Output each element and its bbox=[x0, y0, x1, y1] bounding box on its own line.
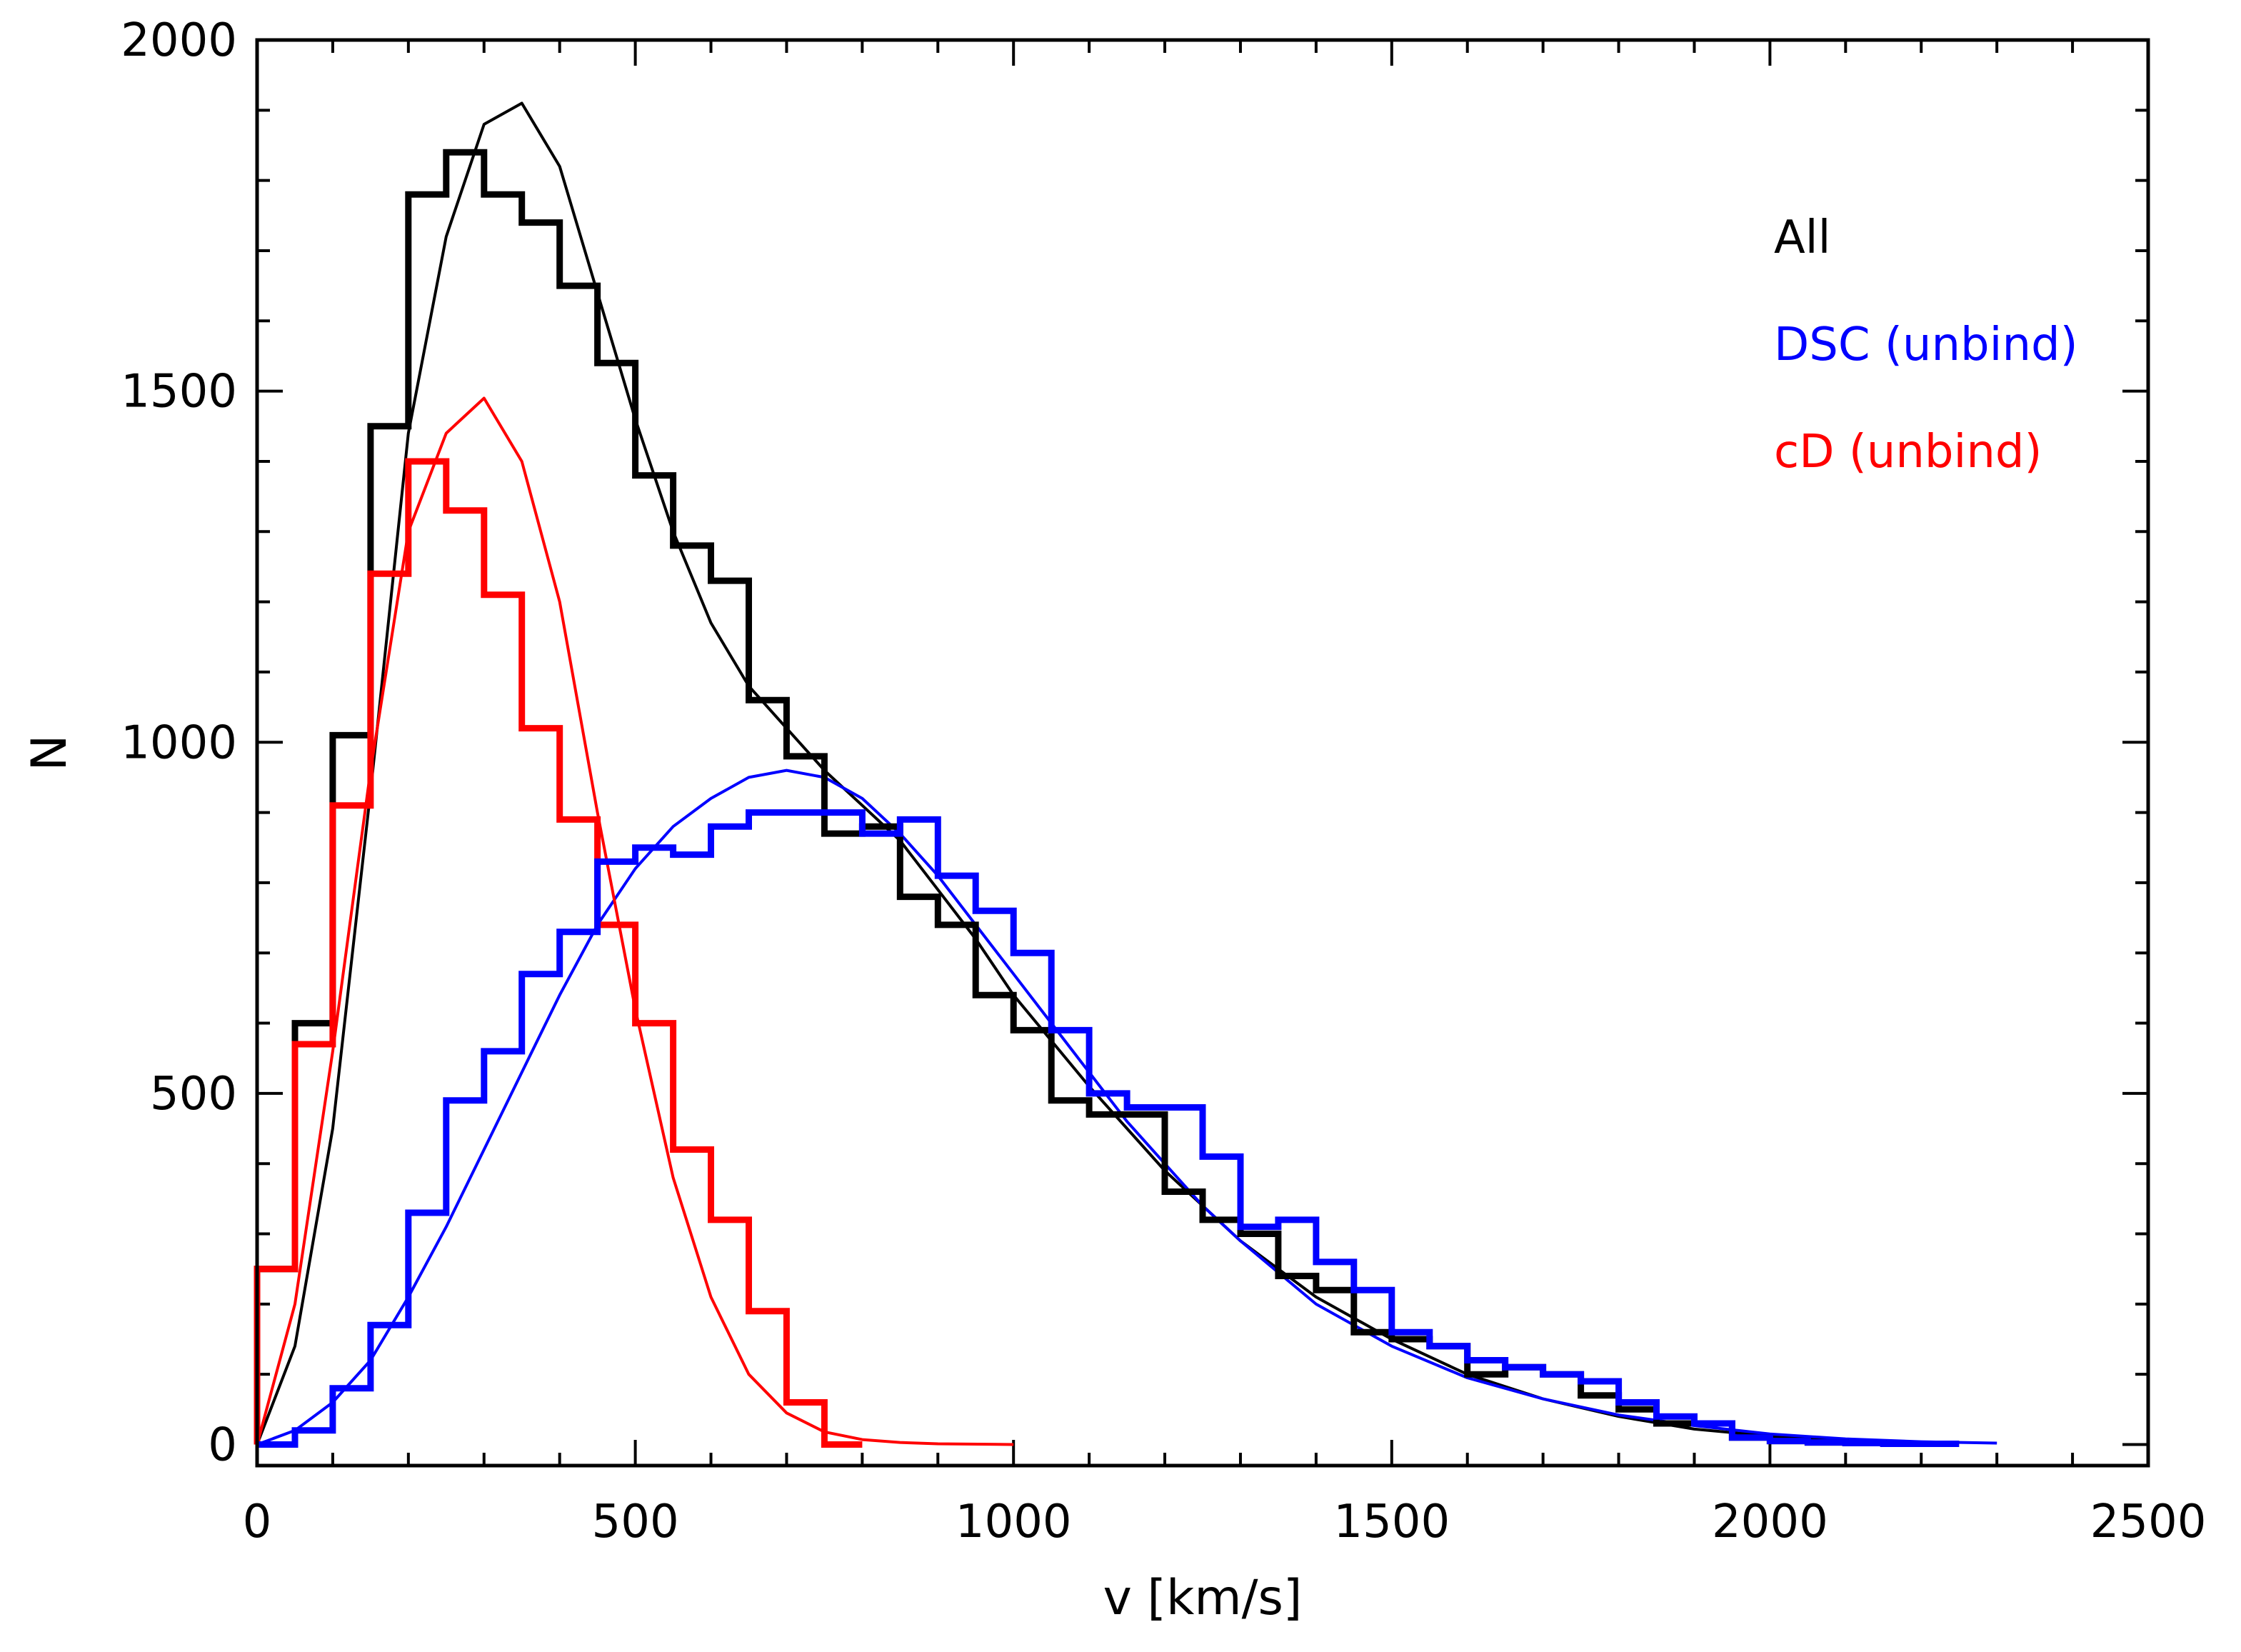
y-tick-label: 2000 bbox=[121, 14, 237, 67]
y-axis-title: N bbox=[21, 735, 78, 771]
legend: All DSC (unbind) cD (unbind) bbox=[1774, 211, 2078, 479]
legend-item: cD (unbind) bbox=[1774, 426, 2042, 479]
histogram-dsc-unbind bbox=[257, 809, 1960, 1448]
x-tick-label: 2500 bbox=[2090, 1496, 2207, 1548]
y-tick-label: 500 bbox=[150, 1068, 237, 1121]
tick-labels: 0 500 1000 1500 2000 2500 0 500 1000 1500 2000 bbox=[121, 14, 2206, 1548]
histogram-cd-unbind bbox=[254, 458, 863, 1448]
plot-frame bbox=[255, 38, 2150, 1468]
legend-item: DSC (unbind) bbox=[1774, 319, 2078, 371]
y-tick-label: 1000 bbox=[121, 716, 237, 769]
x-tick-label: 1000 bbox=[956, 1496, 1072, 1548]
fit-curve-cd-fit bbox=[256, 396, 1014, 1446]
y-tick-label: 1500 bbox=[121, 366, 237, 419]
series-layer bbox=[254, 101, 1997, 1448]
histogram-all bbox=[254, 149, 1960, 1447]
x-tick-label: 0 bbox=[243, 1496, 272, 1548]
axis-ticks bbox=[256, 39, 2150, 1466]
x-tick-label: 500 bbox=[592, 1496, 679, 1548]
x-axis-title: v [km/s] bbox=[1103, 1570, 1303, 1626]
y-tick-label: 0 bbox=[208, 1419, 237, 1472]
legend-item: All bbox=[1774, 211, 1830, 264]
x-tick-label: 1500 bbox=[1333, 1496, 1450, 1548]
x-tick-label: 2000 bbox=[1712, 1496, 1828, 1548]
